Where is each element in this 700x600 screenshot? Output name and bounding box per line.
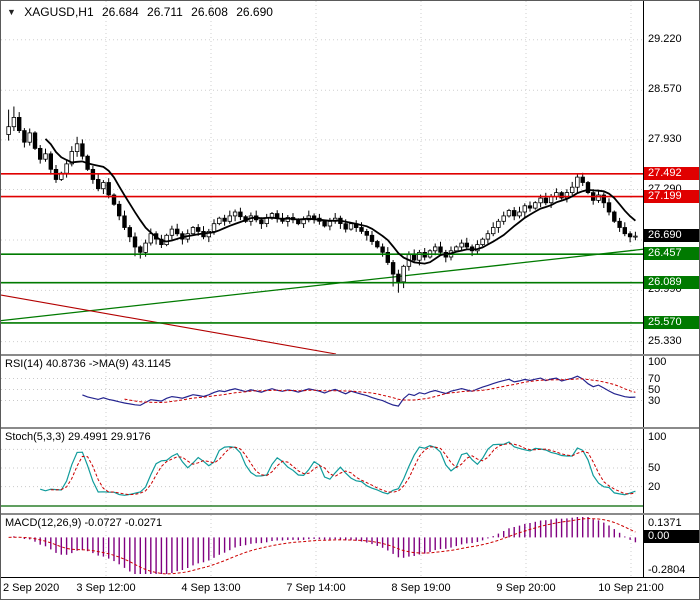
high-value: 26.711 (147, 5, 183, 19)
rsi-panel[interactable] (1, 356, 643, 427)
rsi-tick: 70 (648, 373, 661, 385)
rsi-axis[interactable]: 100 70 50 30 (643, 356, 699, 427)
rsi-tick: 100 (648, 356, 667, 368)
time-tick-label: 9 Sep 20:00 (496, 582, 556, 594)
rsi-label: RSI(14) 40.8736 ->MA(9) 43.1145 (5, 358, 171, 370)
current-price-label: 26.690 (644, 229, 699, 242)
time-tick-label: 4 Sep 13:00 (181, 582, 241, 594)
symbol-ohlc-bar[interactable]: ▼ XAGUSD,H1 26.684 26.711 26.608 26.690 (7, 5, 278, 19)
time-axis[interactable]: 2 Sep 2020 3 Sep 12:00 4 Sep 13:00 7 Sep 14… (1, 578, 699, 599)
macd-panel[interactable] (1, 515, 643, 577)
main-price-chart[interactable] (1, 1, 643, 354)
panel-separator (1, 577, 699, 578)
close-value: 26.690 (236, 5, 273, 19)
panel-separator[interactable] (1, 427, 699, 429)
rsi-tick: 50 (648, 384, 661, 396)
symbol-name: XAGUSD,H1 (24, 5, 94, 19)
stochastic-panel[interactable] (1, 429, 643, 513)
price-tick: 25.330 (648, 335, 682, 347)
panel-separator[interactable] (1, 513, 699, 515)
stochastic-label: Stoch(5,3,3) 29.4991 29.9176 (5, 431, 151, 443)
resistance-price-label: 27.199 (644, 190, 699, 203)
support-price-label: 26.089 (644, 276, 699, 289)
support-price-label: 25.570 (644, 316, 699, 329)
stoch-tick: 20 (648, 481, 661, 493)
low-value: 26.608 (191, 5, 228, 19)
time-tick-label: 10 Sep 21:00 (598, 582, 664, 594)
macd-axis[interactable]: 0.1371 0.00 -0.2804 (643, 515, 699, 577)
time-tick-label: 8 Sep 19:00 (391, 582, 451, 594)
price-tick: 29.220 (648, 33, 682, 45)
symbol-dropdown-icon[interactable]: ▼ (7, 7, 16, 17)
macd-zero-label: 0.00 (644, 530, 699, 543)
time-tick-label: 3 Sep 12:00 (76, 582, 136, 594)
panel-separator[interactable] (1, 354, 699, 356)
rsi-tick: 30 (648, 395, 661, 407)
stochastic-axis[interactable]: 100 50 20 (643, 429, 699, 513)
stoch-tick: 50 (648, 462, 661, 474)
stoch-tick: 100 (648, 431, 667, 443)
macd-tick: 0.1371 (648, 517, 682, 529)
time-tick-label: 7 Sep 14:00 (286, 582, 346, 594)
price-tick: 28.570 (648, 83, 682, 95)
macd-tick: -0.2804 (648, 564, 686, 576)
resistance-price-label: 27.492 (644, 167, 699, 180)
time-tick-label: 2 Sep 2020 (3, 582, 60, 594)
macd-label: MACD(12,26,9) -0.0727 -0.0271 (5, 517, 163, 529)
price-tick: 27.930 (648, 133, 682, 145)
open-value: 26.684 (101, 5, 139, 19)
price-axis[interactable]: 29.22028.57027.93027.29026.64025.99025.3… (643, 1, 699, 354)
support-price-label: 26.457 (644, 247, 699, 260)
